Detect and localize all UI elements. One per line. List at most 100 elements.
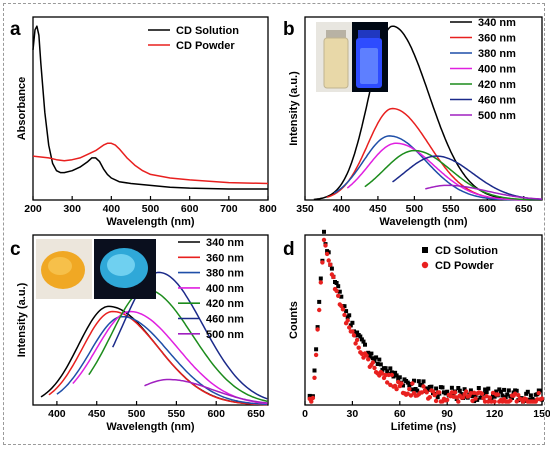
x-axis-title: Wavelength (nm) — [379, 216, 468, 228]
data-point — [347, 313, 352, 318]
data-point — [309, 399, 314, 404]
data-point — [503, 395, 508, 400]
data-point — [525, 389, 530, 394]
data-point — [500, 393, 505, 398]
data-point — [476, 386, 481, 390]
data-point — [356, 345, 361, 350]
data-point — [408, 393, 414, 398]
legend-label: 400 nm — [206, 283, 244, 295]
data-point — [489, 399, 494, 404]
data-point — [468, 391, 474, 396]
data-point — [430, 389, 436, 394]
data-point — [535, 397, 540, 402]
legend-label: 340 nm — [478, 17, 516, 29]
panel-letter-c: c — [10, 239, 21, 260]
data-point — [484, 390, 489, 394]
data-point — [462, 387, 467, 392]
x-tick-label: 0 — [302, 408, 308, 420]
data-point — [383, 366, 388, 371]
x-tick-label: 120 — [486, 408, 504, 420]
data-point — [370, 360, 376, 365]
data-point — [394, 373, 399, 378]
series-line — [144, 378, 268, 404]
series-line — [88, 288, 268, 403]
data-point — [495, 392, 500, 397]
data-point — [498, 389, 503, 394]
data-point — [370, 356, 375, 361]
x-tick-label: 450 — [369, 203, 387, 215]
plot-frame — [304, 234, 543, 406]
data-point — [389, 370, 394, 375]
legend-label: 460 nm — [206, 314, 244, 326]
data-point — [326, 258, 331, 263]
data-point — [440, 385, 445, 390]
data-point — [470, 398, 475, 403]
legend-label: 500 nm — [206, 329, 244, 341]
data-point — [321, 237, 327, 243]
series-line — [346, 142, 542, 201]
data-point — [353, 341, 358, 346]
data-point — [508, 398, 513, 403]
x-tick-label: 300 — [63, 203, 81, 215]
data-point — [479, 391, 485, 396]
vial-uv-core — [360, 48, 378, 84]
data-point — [456, 386, 461, 390]
data-point — [419, 390, 425, 395]
data-point — [369, 351, 374, 356]
data-point — [427, 395, 432, 400]
data-point — [421, 384, 426, 389]
data-point — [320, 260, 325, 265]
data-point — [336, 293, 341, 298]
data-point — [336, 284, 341, 289]
legend-label: 340 nm — [206, 237, 244, 249]
data-point — [372, 365, 377, 371]
data-point — [429, 384, 434, 389]
data-point — [312, 368, 317, 373]
data-point — [473, 393, 478, 398]
series-line — [425, 184, 543, 200]
data-point — [433, 398, 439, 404]
x-tick-label: 600 — [207, 408, 225, 420]
series-line — [364, 149, 542, 201]
data-point — [361, 355, 366, 360]
data-point — [355, 330, 360, 335]
panel-letter-d: d — [283, 239, 295, 260]
data-point — [366, 350, 371, 355]
data-point — [528, 393, 533, 398]
data-point — [328, 262, 333, 267]
data-point — [312, 375, 317, 380]
y-axis-title: Intensity (a.u.) — [16, 282, 28, 357]
x-tick-label: 60 — [394, 408, 406, 420]
data-point — [350, 320, 355, 325]
data-point — [372, 358, 377, 363]
series-line — [48, 310, 268, 406]
data-point — [492, 399, 497, 404]
data-point — [487, 395, 493, 400]
data-point — [345, 318, 350, 323]
data-point — [314, 347, 319, 352]
x-tick-label: 500 — [406, 203, 424, 215]
legend-label: CD Powder — [176, 40, 235, 52]
data-point — [486, 386, 491, 391]
data-point — [363, 342, 367, 347]
data-point — [434, 386, 439, 391]
data-point — [505, 392, 510, 397]
legend-label: 420 nm — [206, 298, 244, 310]
data-point — [539, 396, 545, 401]
panel-letter-a: a — [10, 19, 21, 40]
legend-label: 420 nm — [478, 79, 516, 91]
data-point — [334, 281, 339, 285]
data-point — [492, 394, 497, 399]
x-tick-label: 700 — [220, 203, 238, 215]
x-tick-label: 350 — [296, 203, 314, 215]
data-point — [456, 399, 461, 404]
data-point — [424, 390, 429, 395]
data-point — [344, 309, 349, 314]
data-point — [323, 243, 328, 248]
data-point — [337, 289, 342, 294]
data-point — [318, 280, 323, 285]
data-point — [339, 303, 344, 309]
data-point — [449, 385, 454, 390]
legend-label: CD Solution — [176, 25, 239, 37]
data-point — [437, 390, 442, 395]
